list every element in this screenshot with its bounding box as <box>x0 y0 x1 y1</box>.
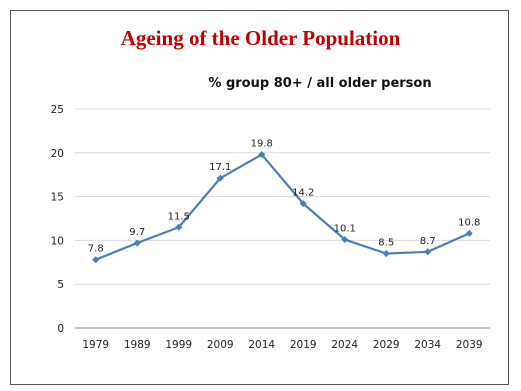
data-point <box>465 229 473 237</box>
data-label: 8.7 <box>420 236 436 247</box>
data-label: 19.8 <box>251 139 273 150</box>
data-label: 9.7 <box>129 227 145 238</box>
y-tick-label: 5 <box>57 279 64 291</box>
y-tick-label: 10 <box>51 235 64 247</box>
chart-title: % group 80+ / all older person <box>208 76 432 91</box>
data-label: 10.1 <box>334 224 356 235</box>
x-tick-label: 2019 <box>290 339 317 351</box>
x-tick-label: 2034 <box>414 339 441 351</box>
data-point <box>133 239 141 247</box>
data-point <box>258 151 266 159</box>
data-point <box>341 235 349 244</box>
data-point <box>175 223 183 231</box>
data-label: 7.8 <box>88 244 104 255</box>
x-tick-label: 1999 <box>165 339 192 351</box>
data-point <box>299 200 307 208</box>
slide-frame <box>10 10 509 385</box>
data-point <box>424 248 432 256</box>
series-line <box>95 153 470 261</box>
data-label: 17.1 <box>209 162 231 173</box>
x-tick-label: 2024 <box>331 339 358 351</box>
x-tick-label: 2039 <box>456 339 483 351</box>
y-tick-label: 0 <box>57 323 64 335</box>
data-label: 8.5 <box>378 238 394 249</box>
data-point <box>382 250 390 258</box>
data-label: 14.2 <box>292 188 314 199</box>
x-tick-label: 1989 <box>124 339 151 351</box>
y-tick-label: 20 <box>51 148 64 160</box>
data-label: 11.5 <box>168 211 190 222</box>
x-tick-label: 2029 <box>373 339 400 351</box>
y-tick-label: 25 <box>51 104 64 116</box>
x-tick-label: 1979 <box>82 339 109 351</box>
y-tick-label: 15 <box>51 192 64 204</box>
x-tick-label: 2014 <box>248 339 275 351</box>
data-point <box>92 256 100 264</box>
slide-title: Ageing of the Older Population <box>120 26 401 50</box>
x-tick-label: 2009 <box>207 339 234 351</box>
data-point <box>216 174 224 182</box>
data-label: 10.8 <box>458 217 480 228</box>
